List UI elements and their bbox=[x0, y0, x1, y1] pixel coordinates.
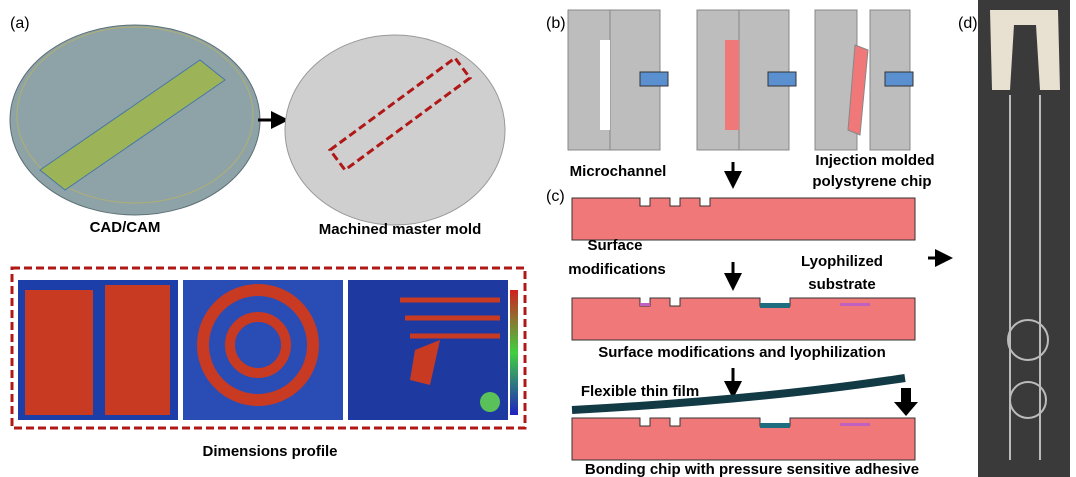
mold-disk bbox=[285, 35, 505, 225]
label: polystyrene chip bbox=[812, 173, 931, 190]
panel-label: (d) bbox=[958, 15, 978, 32]
label: Microchannel bbox=[570, 163, 667, 180]
caption: Surface modifications and lyophilization bbox=[598, 344, 886, 361]
panel-label: (a) bbox=[10, 15, 30, 32]
chip bbox=[572, 198, 915, 240]
label: Injection molded bbox=[815, 152, 934, 169]
panel-a: (a) CAD/CAM Machined master mold Dimensi… bbox=[10, 15, 525, 460]
caption: CAD/CAM bbox=[90, 219, 161, 236]
label: Surface bbox=[587, 237, 642, 254]
label: substrate bbox=[808, 276, 876, 293]
caption: Dimensions profile bbox=[202, 443, 337, 460]
label: Flexible thin film bbox=[581, 383, 699, 400]
caption: Machined master mold bbox=[319, 221, 482, 238]
figure: (a) CAD/CAM Machined master mold Dimensi… bbox=[0, 0, 1076, 477]
panel-label: (b) bbox=[546, 15, 566, 32]
label: Lyophilized bbox=[801, 253, 883, 270]
label: modifications bbox=[568, 261, 666, 278]
panel-label: (c) bbox=[546, 188, 565, 205]
panel-d: (d) bbox=[958, 0, 1070, 477]
panel-b: (b) bbox=[546, 10, 913, 150]
panel-c: (c) Microchannel Injection molded polyst… bbox=[546, 152, 944, 477]
caption: Bonding chip with pressure sensitive adh… bbox=[585, 461, 919, 477]
